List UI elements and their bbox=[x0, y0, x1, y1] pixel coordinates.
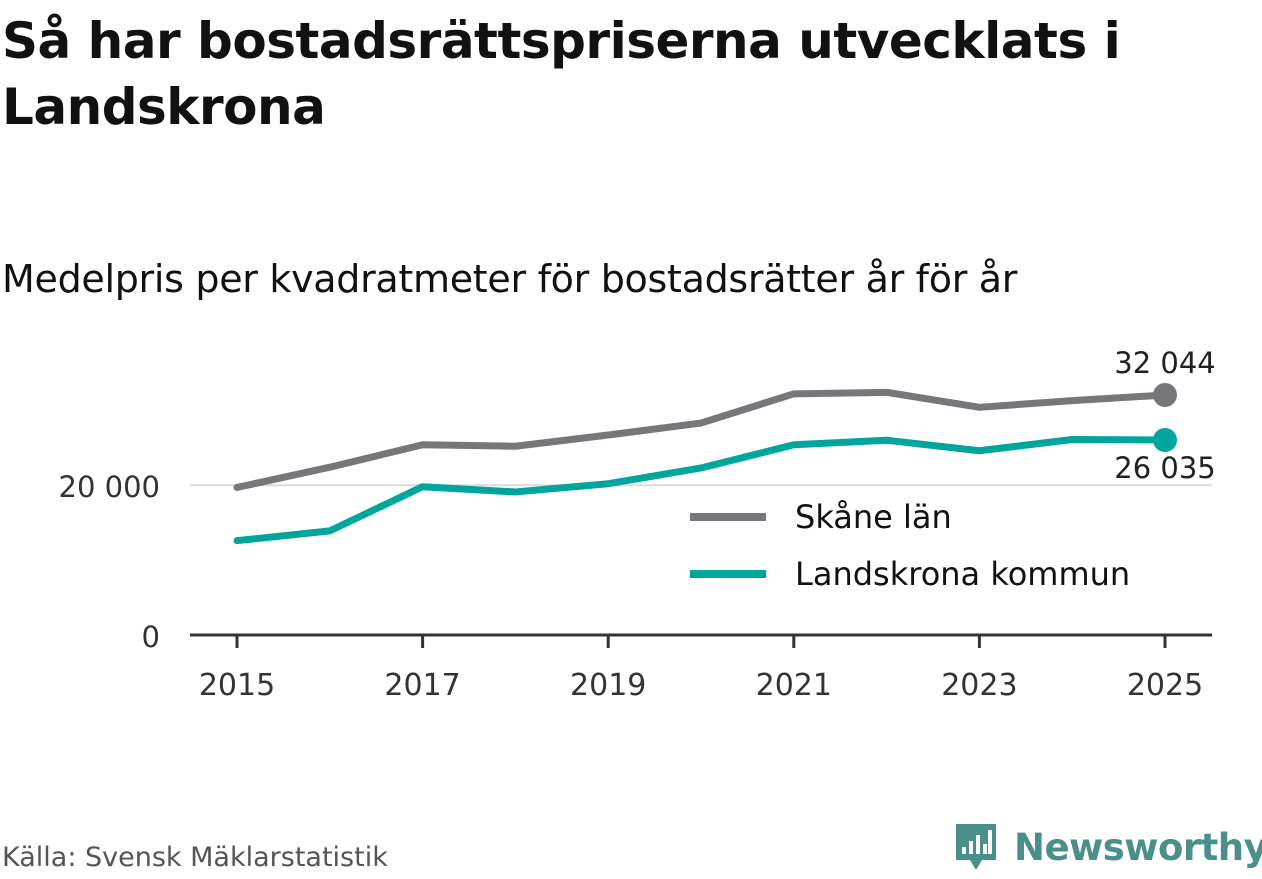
x-tick-label: 2021 bbox=[756, 668, 832, 703]
x-tick-label: 2019 bbox=[570, 668, 646, 703]
end-value-label-landskrona: 26 035 bbox=[1114, 451, 1215, 485]
x-tick-label: 2025 bbox=[1127, 668, 1203, 703]
end-value-label-skane: 32 044 bbox=[1114, 346, 1215, 380]
series-lines bbox=[233, 383, 1177, 545]
source-note: Källa: Svensk Mäklarstatistik bbox=[2, 842, 388, 873]
series-line-skane bbox=[233, 388, 1169, 491]
legend-label-skane: Skåne län bbox=[795, 498, 952, 536]
legend-background bbox=[675, 488, 1205, 606]
chart-title: Så har bostadsrättspriserna utvecklats i… bbox=[2, 12, 1121, 136]
legend: Skåne län Landskrona kommun bbox=[675, 488, 1205, 606]
axes: 0 20 000 2015 2017 2019 2021 2023 2025 bbox=[59, 470, 1212, 703]
series-line-landskrona bbox=[233, 436, 1169, 545]
data-labels: 32 044 26 035 bbox=[1114, 346, 1215, 485]
x-tick-label: 2015 bbox=[199, 668, 275, 703]
legend-label-landskrona: Landskrona kommun bbox=[795, 555, 1130, 593]
chart-subtitle: Medelpris per kvadratmeter för bostadsrä… bbox=[2, 257, 1018, 301]
y-tick-label: 0 bbox=[142, 620, 160, 654]
x-tick-label: 2017 bbox=[384, 668, 460, 703]
newsworthy-brand[interactable]: Newsworthy bbox=[952, 820, 1262, 876]
end-marker-skane bbox=[1153, 383, 1177, 407]
end-marker-landskrona bbox=[1153, 428, 1177, 453]
brand-name: Newsworthy bbox=[1014, 826, 1262, 869]
newsworthy-logo-icon bbox=[956, 824, 996, 870]
y-tick-label: 20 000 bbox=[59, 470, 160, 504]
x-tick-label: 2023 bbox=[941, 668, 1017, 703]
